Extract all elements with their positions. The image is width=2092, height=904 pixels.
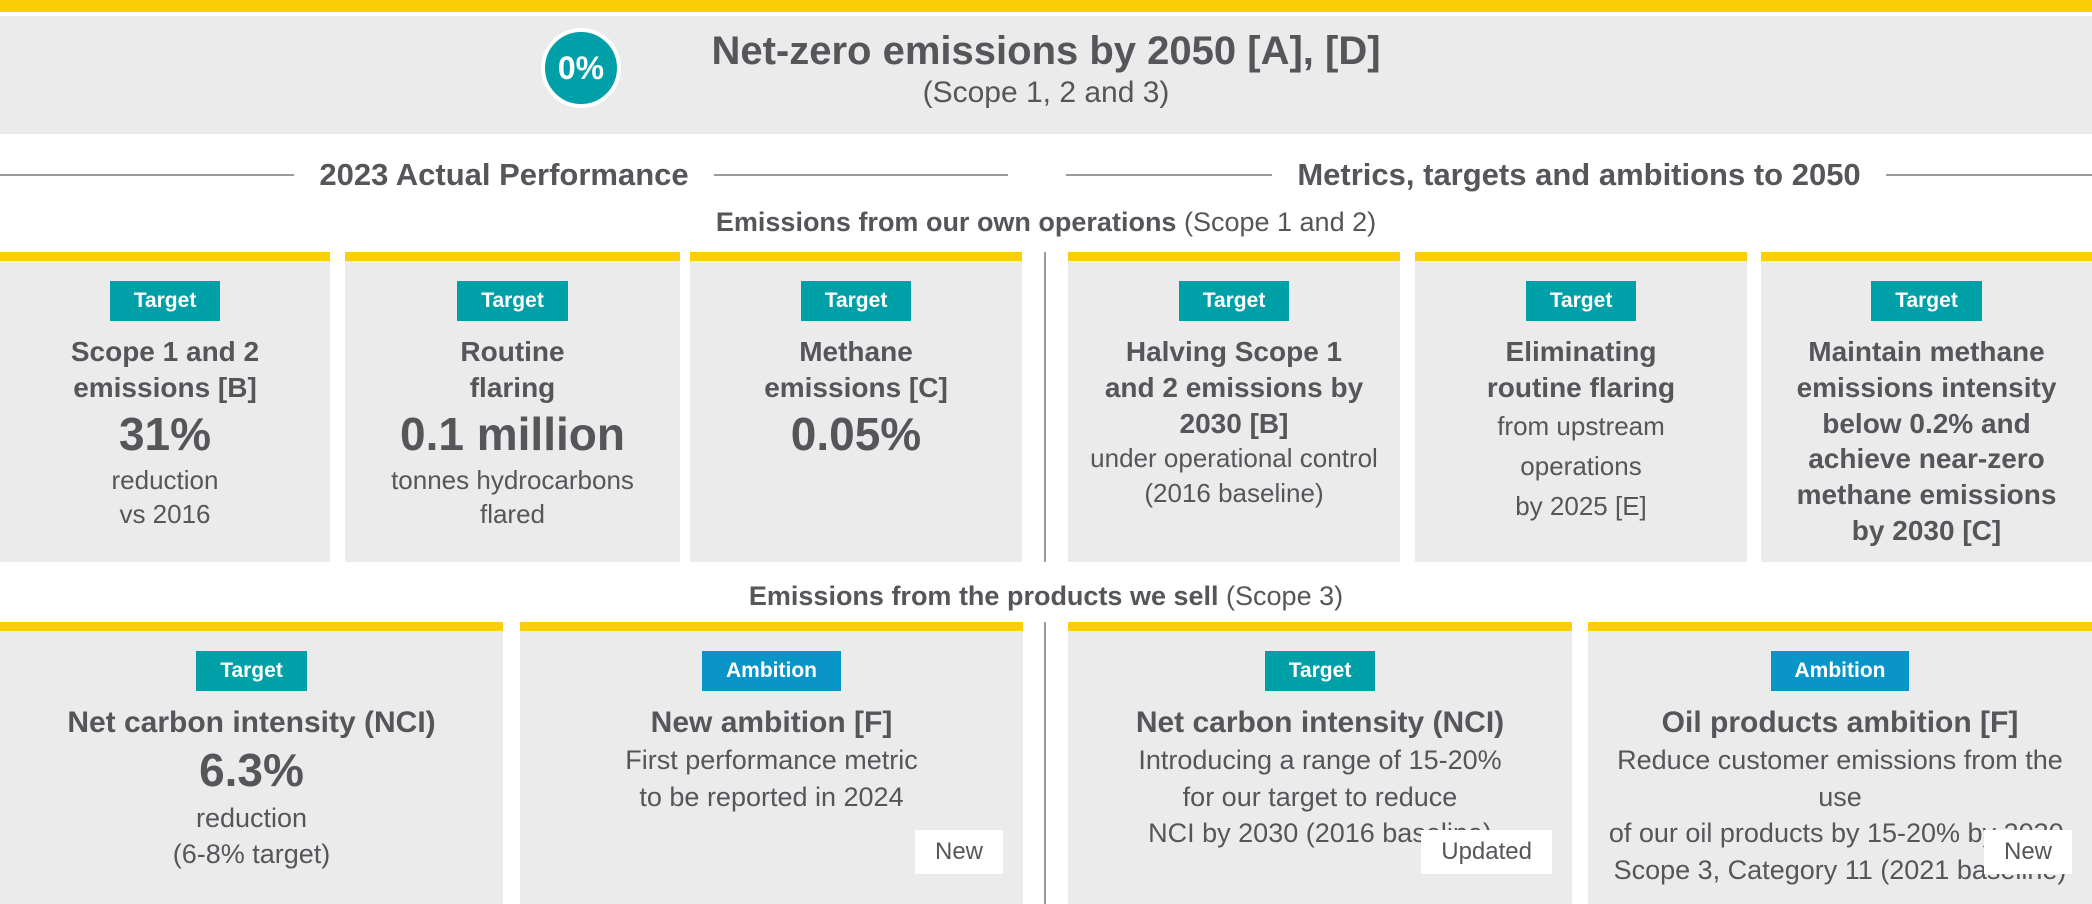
card-title: Net carbon intensity (NCI) xyxy=(1135,706,1505,739)
section-label-scope: (Scope 1 and 2) xyxy=(1183,207,1377,237)
card-methane-emissions: Target Methane emissions [C] 0.05% xyxy=(690,252,1022,562)
top-accent-bar xyxy=(0,0,2092,12)
card-oil-products-ambition: Ambition Oil products ambition [F] Reduc… xyxy=(1588,622,2092,904)
net-zero-percent-value: 0% xyxy=(557,49,605,86)
card-new-ambition: Ambition New ambition [F] First performa… xyxy=(520,622,1023,904)
vertical-divider xyxy=(1044,252,1046,562)
card-subtext: First performance metric to be reported … xyxy=(625,745,918,812)
divider-line xyxy=(1066,174,1273,176)
card-subtext: under operational control (2016 baseline… xyxy=(1090,443,1378,508)
section-label-scope: (Scope 3) xyxy=(1226,581,1344,611)
ambition-badge: Ambition xyxy=(1770,651,1910,691)
card-title: New ambition [F] xyxy=(650,706,893,739)
card-subtext: from upstream operations by 2025 [E] xyxy=(1497,410,1665,522)
card-routine-flaring: Target Routine flaring 0.1 million tonne… xyxy=(345,252,680,562)
column-header-right-label: Metrics, targets and ambitions to 2050 xyxy=(1297,157,1861,192)
card-methane-intensity-target: Target Maintain methane emissions intens… xyxy=(1761,252,2092,562)
card-title: Oil products ambition [F] xyxy=(1661,706,2019,739)
column-header-actual-performance: 2023 Actual Performance xyxy=(0,152,1046,198)
new-flag: New xyxy=(914,830,1003,874)
card-title: Net carbon intensity (NCI) xyxy=(67,706,436,739)
section-label-bold: Emissions from the products we sell xyxy=(748,581,1219,611)
card-value: 0.1 million xyxy=(400,407,625,460)
target-badge: Target xyxy=(800,281,912,321)
card-subtext: Reduce customer emissions from the use o… xyxy=(1608,745,2071,885)
card-value: 0.05% xyxy=(790,407,922,460)
card-nci-actual: Target Net carbon intensity (NCI) 6.3% r… xyxy=(0,622,503,904)
card-title: Eliminating routine flaring xyxy=(1486,336,1676,403)
divider-line xyxy=(0,174,295,176)
new-flag: New xyxy=(1983,830,2072,874)
card-title: Methane emissions [C] xyxy=(764,336,948,403)
target-badge: Target xyxy=(196,651,307,691)
card-title: Maintain methane emissions intensity bel… xyxy=(1796,336,2057,547)
target-badge: Target xyxy=(1525,281,1637,321)
column-header-left-label: 2023 Actual Performance xyxy=(319,157,689,192)
card-subtext: reduction vs 2016 xyxy=(111,465,219,530)
net-zero-percent-badge: 0% xyxy=(541,28,621,108)
card-subtext: tonnes hydrocarbons flared xyxy=(391,465,634,530)
cards-row-own-operations: Target Scope 1 and 2 emissions [B] 31% r… xyxy=(0,252,2092,562)
ambition-badge: Ambition xyxy=(702,651,841,691)
cards-row-products-we-sell: Target Net carbon intensity (NCI) 6.3% r… xyxy=(0,622,2092,904)
target-badge: Target xyxy=(1178,281,1290,321)
card-scope-1-2-emissions: Target Scope 1 and 2 emissions [B] 31% r… xyxy=(0,252,330,562)
target-badge: Target xyxy=(109,281,221,321)
updated-flag: Updated xyxy=(1421,830,1552,874)
page-title: Net-zero emissions by 2050 [A], [D] xyxy=(711,29,1381,73)
section-label-products-we-sell: Emissions from the products we sell (Sco… xyxy=(0,574,2092,618)
target-badge: Target xyxy=(1264,651,1376,691)
target-badge: Target xyxy=(1871,281,1982,321)
card-halving-scope-1-2: Target Halving Scope 1 and 2 emissions b… xyxy=(1068,252,1400,562)
header-banner: 0% Net-zero emissions by 2050 [A], [D] (… xyxy=(0,16,2092,134)
vertical-divider xyxy=(1044,622,1046,904)
card-nci-target: Target Net carbon intensity (NCI) Introd… xyxy=(1068,622,1572,904)
divider-line xyxy=(1885,174,2092,176)
target-badge: Target xyxy=(457,281,568,321)
card-eliminating-routine-flaring: Target Eliminating routine flaring from … xyxy=(1415,252,1747,562)
column-header-metrics-targets: Metrics, targets and ambitions to 2050 xyxy=(1046,152,2092,198)
section-label-own-operations: Emissions from our own operations (Scope… xyxy=(0,200,2092,244)
card-title: Routine flaring xyxy=(460,336,565,403)
section-label-bold: Emissions from our own operations xyxy=(715,207,1177,237)
divider-line xyxy=(713,174,1008,176)
column-headers: 2023 Actual Performance Metrics, targets… xyxy=(0,152,2092,198)
card-title: Scope 1 and 2 emissions [B] xyxy=(70,336,260,403)
card-subtext: reduction (6-8% target) xyxy=(172,802,331,870)
card-value: 6.3% xyxy=(199,744,304,797)
page-subtitle: (Scope 1, 2 and 3) xyxy=(922,76,1170,110)
card-value: 31% xyxy=(118,407,212,460)
card-title: Halving Scope 1 and 2 emissions by 2030 … xyxy=(1104,336,1364,439)
